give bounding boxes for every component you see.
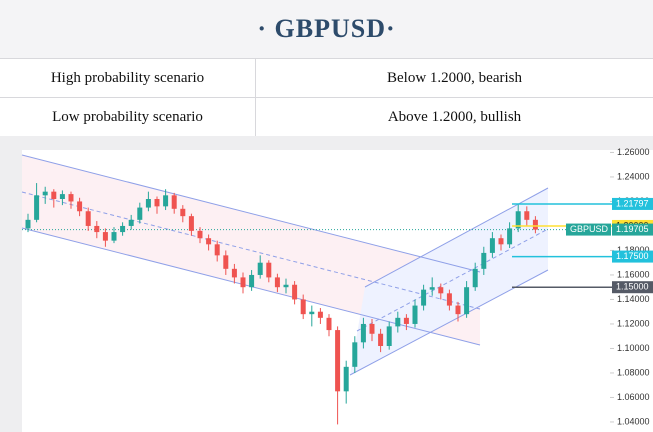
y-tick-label: 1.08000	[617, 367, 650, 377]
candle-body	[120, 225, 126, 233]
candle-body	[292, 284, 298, 300]
chart: 1.04000 1.06000 1.08000 1.10000 1.12000 1.140…	[0, 136, 653, 432]
level-label-box	[612, 197, 653, 210]
candle-body	[206, 238, 212, 245]
candle-body	[464, 287, 470, 315]
candle-body	[300, 299, 306, 315]
current-price-box	[612, 223, 653, 236]
page-title: · GBPUSD·	[0, 0, 653, 58]
candle-body	[25, 219, 31, 229]
table-row: Low probability scenario Above 1.2000, b…	[0, 97, 653, 136]
candle-body	[429, 287, 435, 290]
candle-body	[481, 252, 487, 269]
candle-body	[171, 195, 177, 209]
y-tick-label: 1.04000	[617, 416, 650, 426]
candle-body	[360, 323, 366, 343]
candle-body	[85, 211, 91, 226]
scenario-table: High probability scenario Below 1.2000, …	[0, 58, 653, 136]
current-price-label: 1.19705	[616, 224, 649, 234]
level-label-box	[612, 281, 653, 294]
candle-body	[249, 274, 255, 288]
candle-body	[163, 195, 169, 207]
candle-body	[223, 255, 229, 269]
candle-body	[214, 244, 220, 256]
candle-body	[94, 225, 100, 233]
channel-line	[21, 154, 481, 273]
candle-body	[489, 238, 495, 253]
candle-body	[335, 330, 341, 392]
candle-body	[188, 216, 194, 231]
table-cell: Below 1.2000, bearish	[255, 58, 653, 98]
candle-body	[154, 199, 160, 207]
candle-body	[412, 305, 418, 324]
candle-body	[59, 194, 65, 200]
candle-body	[446, 293, 452, 306]
candle-body	[240, 277, 246, 288]
candle-body	[102, 232, 108, 241]
candle-body	[51, 191, 57, 200]
candle-body	[34, 195, 40, 220]
candle-body	[438, 287, 444, 294]
candle-body	[421, 289, 427, 306]
y-tick-label: 1.14000	[617, 294, 650, 304]
y-tick-label: 1.06000	[617, 392, 650, 402]
candle-body	[128, 219, 134, 226]
candle-body	[111, 232, 117, 241]
y-tick-label: 1.18000	[617, 245, 650, 255]
table-row: High probability scenario Below 1.2000, …	[0, 58, 653, 98]
level-label: 1.15000	[616, 282, 649, 292]
candle-body	[68, 194, 74, 202]
level-label: 1.21797	[616, 198, 649, 208]
candle-body	[283, 284, 289, 288]
candle-body	[395, 317, 401, 327]
y-tick-label: 1.24000	[617, 171, 650, 181]
table-cell: High probability scenario	[0, 58, 256, 98]
level-label-box	[612, 250, 653, 263]
candle-body	[145, 199, 151, 208]
candle-body	[352, 342, 358, 367]
candle-body	[317, 311, 323, 318]
candle-body	[524, 211, 530, 220]
y-tick-label: 1.10000	[617, 343, 650, 353]
candle-body	[507, 228, 513, 245]
current-name-box	[566, 223, 611, 236]
candle-body	[180, 208, 186, 217]
y-tick-label: 1.26000	[617, 147, 650, 157]
candle-body	[369, 323, 375, 334]
candle-body	[532, 219, 538, 230]
candle-body	[515, 211, 521, 229]
candle-body	[455, 305, 461, 315]
candle-body	[231, 268, 237, 278]
candle-body	[77, 201, 83, 212]
candle-body	[197, 230, 203, 239]
level-label: 1.17500	[616, 251, 649, 261]
candle-body	[42, 191, 48, 196]
candle-body	[386, 326, 392, 347]
channel-mid-line	[21, 191, 481, 310]
channel-fill	[350, 188, 548, 375]
candle-body	[498, 238, 504, 245]
candle-body	[257, 262, 263, 275]
channel-mid-line	[356, 228, 549, 332]
y-tick-label: 1.16000	[617, 269, 650, 279]
y-tick-label: 1.12000	[617, 318, 650, 328]
candle-body	[343, 366, 349, 392]
candle-body	[309, 311, 315, 315]
candle-body	[403, 317, 409, 324]
current-name: GBPUSD	[570, 224, 609, 234]
candle-body	[472, 268, 478, 288]
candle-body	[137, 207, 143, 220]
table-cell: Low probability scenario	[0, 97, 256, 136]
candle-body	[274, 277, 280, 288]
table-cell: Above 1.2000, bullish	[255, 97, 653, 136]
candle-body	[378, 333, 384, 347]
candle-body	[266, 262, 272, 278]
candle-body	[326, 317, 332, 331]
